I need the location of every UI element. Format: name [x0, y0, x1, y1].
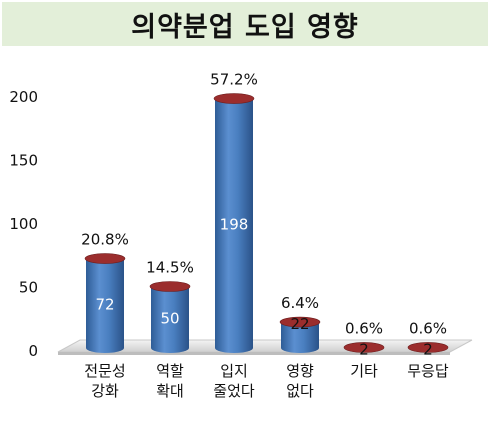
x-tick-label: 역할	[156, 362, 184, 380]
bar-value-label: 2	[359, 340, 369, 358]
bar-value-label: 198	[220, 215, 249, 233]
x-tick-label: 영향	[286, 362, 314, 380]
bar-top	[343, 342, 385, 353]
bar-value-label: 72	[95, 295, 114, 313]
chart-title: 의약분업 도입 영향	[131, 11, 359, 43]
y-tick-label: 50	[19, 279, 38, 297]
bar-0: 72 20.8%	[81, 231, 129, 353]
x-tick-label: 입지	[220, 362, 248, 380]
bar-5: 2 0.6%	[407, 319, 449, 358]
x-tick-label: 없다	[286, 382, 314, 400]
bars: 72 20.8% 50 14.5% 198 57.2% 22 6.4% 2 0.6% 2 0.6%	[81, 71, 449, 358]
x-tick-label: 전문성	[84, 362, 125, 380]
bar-value-label: 22	[290, 315, 309, 333]
y-tick-label: 100	[9, 215, 38, 233]
bar-4: 2 0.6%	[343, 319, 385, 358]
bar-top	[149, 281, 191, 292]
bar-3: 22 6.4%	[279, 294, 321, 353]
bar-percent-label: 0.6%	[409, 319, 447, 337]
bar-percent-label: 0.6%	[345, 319, 383, 337]
x-tick-label: 줄었다	[213, 382, 255, 400]
bar-percent-label: 6.4%	[281, 294, 319, 312]
bar-percent-label: 57.2%	[210, 71, 258, 89]
bar-top	[279, 316, 321, 328]
bar-body	[86, 258, 124, 353]
bar-2: 198 57.2%	[210, 71, 258, 353]
bar-body	[215, 98, 253, 353]
chart-title-bar: 의약분업 도입 영향	[2, 2, 488, 46]
x-tick-label: 강화	[91, 382, 119, 400]
bar-percent-label: 20.8%	[81, 231, 129, 249]
x-tick-label: 확대	[156, 382, 184, 400]
bar-body	[151, 286, 189, 353]
y-tick-label: 200	[9, 88, 38, 106]
y-axis: 0 50 100 150 200	[9, 88, 38, 360]
bar-body	[281, 322, 319, 353]
bar-top	[84, 253, 126, 264]
bar-1: 50 14.5%	[146, 259, 194, 353]
bar-value-label: 2	[423, 340, 433, 358]
bar-percent-label: 14.5%	[146, 259, 194, 277]
bar-top	[407, 342, 449, 353]
chart-floor-edge	[58, 352, 450, 355]
bar-top	[213, 93, 255, 104]
bar-value-label: 50	[160, 309, 179, 327]
x-tick-label: 무응답	[407, 362, 449, 380]
y-tick-label: 0	[28, 342, 38, 360]
x-tick-label: 기타	[350, 362, 378, 380]
y-tick-label: 150	[9, 152, 38, 170]
